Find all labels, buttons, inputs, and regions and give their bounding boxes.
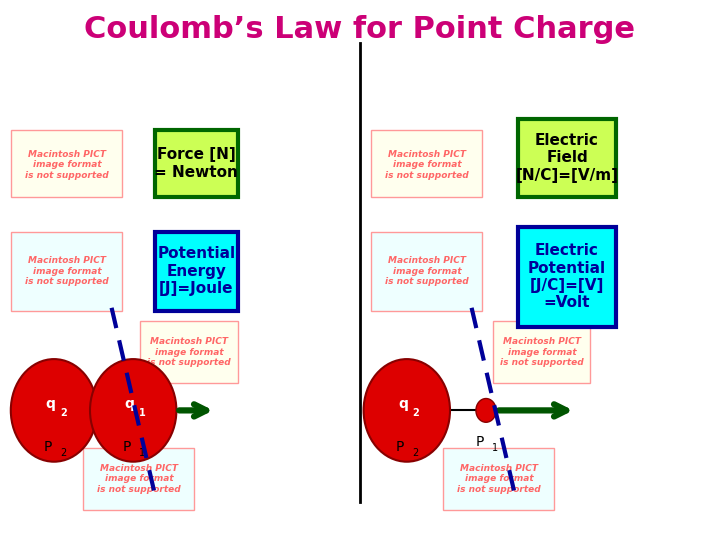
Text: P: P: [43, 440, 52, 454]
Text: 2: 2: [60, 448, 66, 458]
Bar: [493, 321, 590, 383]
Text: Potential
Energy
[J]=Joule: Potential Energy [J]=Joule: [157, 246, 235, 296]
Text: Macintosh PICT
image format
is not supported: Macintosh PICT image format is not suppo…: [385, 256, 469, 286]
Bar: [371, 232, 482, 310]
Text: 1: 1: [139, 408, 145, 418]
Text: Macintosh PICT
image format
is not supported: Macintosh PICT image format is not suppo…: [25, 150, 109, 180]
Bar: [155, 130, 238, 197]
Bar: [11, 130, 122, 197]
Bar: [140, 321, 238, 383]
Text: Force [N]
= Newton: Force [N] = Newton: [154, 147, 238, 179]
Bar: [155, 232, 238, 310]
Ellipse shape: [11, 359, 97, 462]
Text: 2: 2: [413, 448, 419, 458]
Bar: [371, 130, 482, 197]
Ellipse shape: [364, 359, 450, 462]
Text: P: P: [475, 435, 484, 449]
Text: Electric
Potential
[J/C]=[V]
=Volt: Electric Potential [J/C]=[V] =Volt: [528, 243, 606, 310]
Text: q: q: [125, 397, 135, 411]
Bar: [518, 227, 616, 327]
Text: 2: 2: [413, 408, 419, 418]
Text: 2: 2: [60, 408, 66, 418]
Bar: [11, 232, 122, 310]
Bar: [518, 119, 616, 197]
Text: q: q: [45, 397, 55, 411]
Text: Macintosh PICT
image format
is not supported: Macintosh PICT image format is not suppo…: [500, 337, 584, 367]
Text: Coulomb’s Law for Point Charge: Coulomb’s Law for Point Charge: [84, 15, 636, 44]
Text: Macintosh PICT
image format
is not supported: Macintosh PICT image format is not suppo…: [97, 464, 181, 494]
Text: Macintosh PICT
image format
is not supported: Macintosh PICT image format is not suppo…: [457, 464, 541, 494]
Bar: [83, 448, 194, 510]
Text: 1: 1: [492, 443, 498, 453]
Text: Macintosh PICT
image format
is not supported: Macintosh PICT image format is not suppo…: [385, 150, 469, 180]
Ellipse shape: [90, 359, 176, 462]
Text: P: P: [396, 440, 405, 454]
Text: Macintosh PICT
image format
is not supported: Macintosh PICT image format is not suppo…: [148, 337, 231, 367]
Text: Electric
Field
[N/C]=[V/m]: Electric Field [N/C]=[V/m]: [516, 133, 618, 183]
Bar: [443, 448, 554, 510]
Ellipse shape: [476, 399, 496, 422]
Text: q: q: [398, 397, 408, 411]
Text: Macintosh PICT
image format
is not supported: Macintosh PICT image format is not suppo…: [25, 256, 109, 286]
Text: P: P: [122, 440, 131, 454]
Text: 1: 1: [139, 448, 145, 458]
